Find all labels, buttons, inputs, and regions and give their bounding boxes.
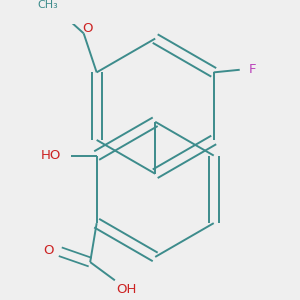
Text: HO: HO <box>41 149 61 162</box>
Text: O: O <box>82 22 93 35</box>
Text: O: O <box>43 244 54 257</box>
Text: CH₃: CH₃ <box>37 0 58 10</box>
Text: OH: OH <box>116 283 137 296</box>
Text: F: F <box>249 63 256 76</box>
